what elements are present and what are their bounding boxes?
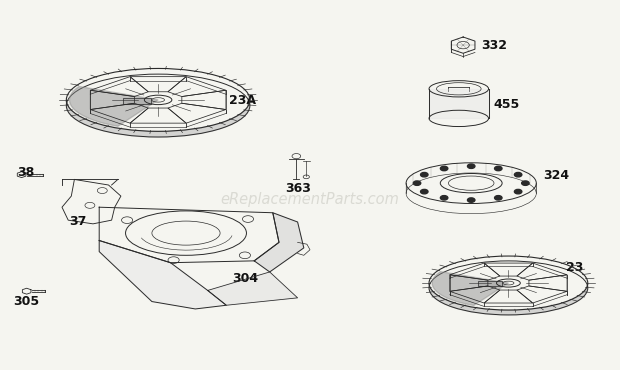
Text: 23: 23	[566, 260, 583, 274]
Text: 23A: 23A	[229, 94, 257, 107]
Polygon shape	[208, 272, 298, 305]
Text: 37: 37	[69, 215, 87, 228]
Text: eReplacementParts.com: eReplacementParts.com	[221, 192, 399, 207]
Circle shape	[515, 189, 522, 194]
Circle shape	[467, 198, 475, 202]
Circle shape	[521, 181, 529, 185]
Polygon shape	[429, 283, 588, 315]
Circle shape	[495, 166, 502, 171]
Circle shape	[467, 164, 475, 168]
Polygon shape	[66, 100, 250, 137]
Circle shape	[440, 196, 448, 200]
Text: 38: 38	[17, 165, 35, 179]
Text: 305: 305	[14, 295, 40, 308]
Text: 363: 363	[285, 182, 311, 195]
Polygon shape	[429, 89, 489, 118]
Text: 332: 332	[481, 39, 507, 53]
Circle shape	[414, 181, 421, 185]
Polygon shape	[69, 87, 158, 126]
Polygon shape	[99, 240, 226, 309]
Circle shape	[420, 172, 428, 177]
Circle shape	[515, 172, 522, 177]
Polygon shape	[254, 213, 304, 272]
Polygon shape	[123, 98, 151, 104]
Text: 304: 304	[232, 272, 259, 285]
Polygon shape	[478, 282, 502, 286]
Circle shape	[420, 189, 428, 194]
Circle shape	[440, 166, 448, 171]
Text: 324: 324	[543, 169, 569, 182]
Circle shape	[495, 196, 502, 200]
Polygon shape	[432, 272, 508, 306]
Text: 455: 455	[494, 98, 520, 111]
